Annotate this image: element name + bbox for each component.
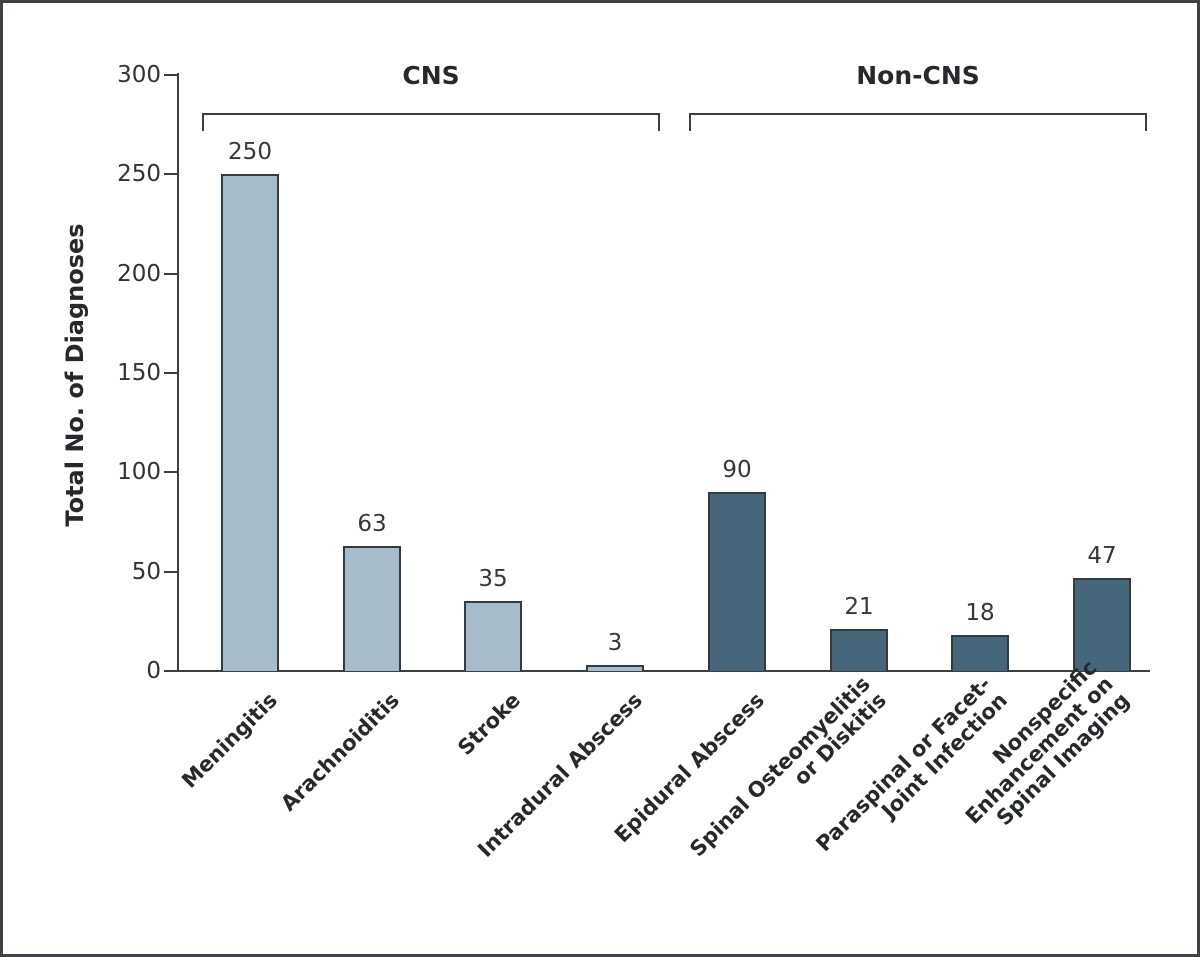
x-category-label: Arachnoiditis — [276, 688, 404, 816]
bar — [586, 665, 644, 671]
y-axis-title: Total No. of Diagnoses — [61, 223, 89, 527]
bar-value-label: 35 — [478, 566, 508, 592]
bar-value-label: 21 — [844, 594, 874, 620]
bar-value-label: 47 — [1087, 543, 1117, 569]
bar — [1073, 578, 1131, 671]
bar — [221, 174, 279, 671]
y-tick-label: 300 — [117, 62, 161, 88]
y-tick-mark — [164, 570, 178, 573]
y-tick-mark — [164, 272, 178, 275]
y-tick-mark — [164, 173, 178, 176]
bar-value-label: 18 — [965, 600, 995, 626]
y-tick-label: 150 — [117, 360, 161, 386]
bar — [708, 492, 766, 671]
bar — [343, 546, 401, 671]
bar-value-label: 250 — [228, 139, 272, 165]
y-tick-mark — [164, 74, 178, 76]
group-label: CNS — [402, 61, 460, 90]
x-category-label: Meningitis — [177, 688, 282, 793]
bar-value-label: 63 — [357, 511, 387, 537]
y-tick-mark — [164, 670, 178, 672]
bar-value-label: 3 — [607, 630, 623, 656]
group-bracket — [689, 113, 1147, 131]
group-bracket — [202, 113, 660, 131]
group-label: Non-CNS — [856, 61, 980, 90]
bar — [830, 629, 888, 671]
bar — [464, 601, 522, 671]
y-tick-label: 0 — [146, 658, 161, 684]
y-tick-mark — [164, 471, 178, 474]
bar — [951, 635, 1009, 671]
y-tick-label: 100 — [117, 459, 161, 486]
y-axis-line — [177, 73, 179, 672]
x-category-label: Stroke — [453, 688, 525, 760]
y-tick-label: 200 — [117, 260, 161, 287]
x-category-label: Intradural Abscess — [473, 688, 647, 862]
y-tick-label: 50 — [131, 558, 161, 585]
x-axis-line — [177, 670, 1150, 672]
y-tick-mark — [164, 372, 178, 374]
bar-value-label: 90 — [722, 457, 752, 483]
y-tick-label: 250 — [117, 161, 161, 188]
